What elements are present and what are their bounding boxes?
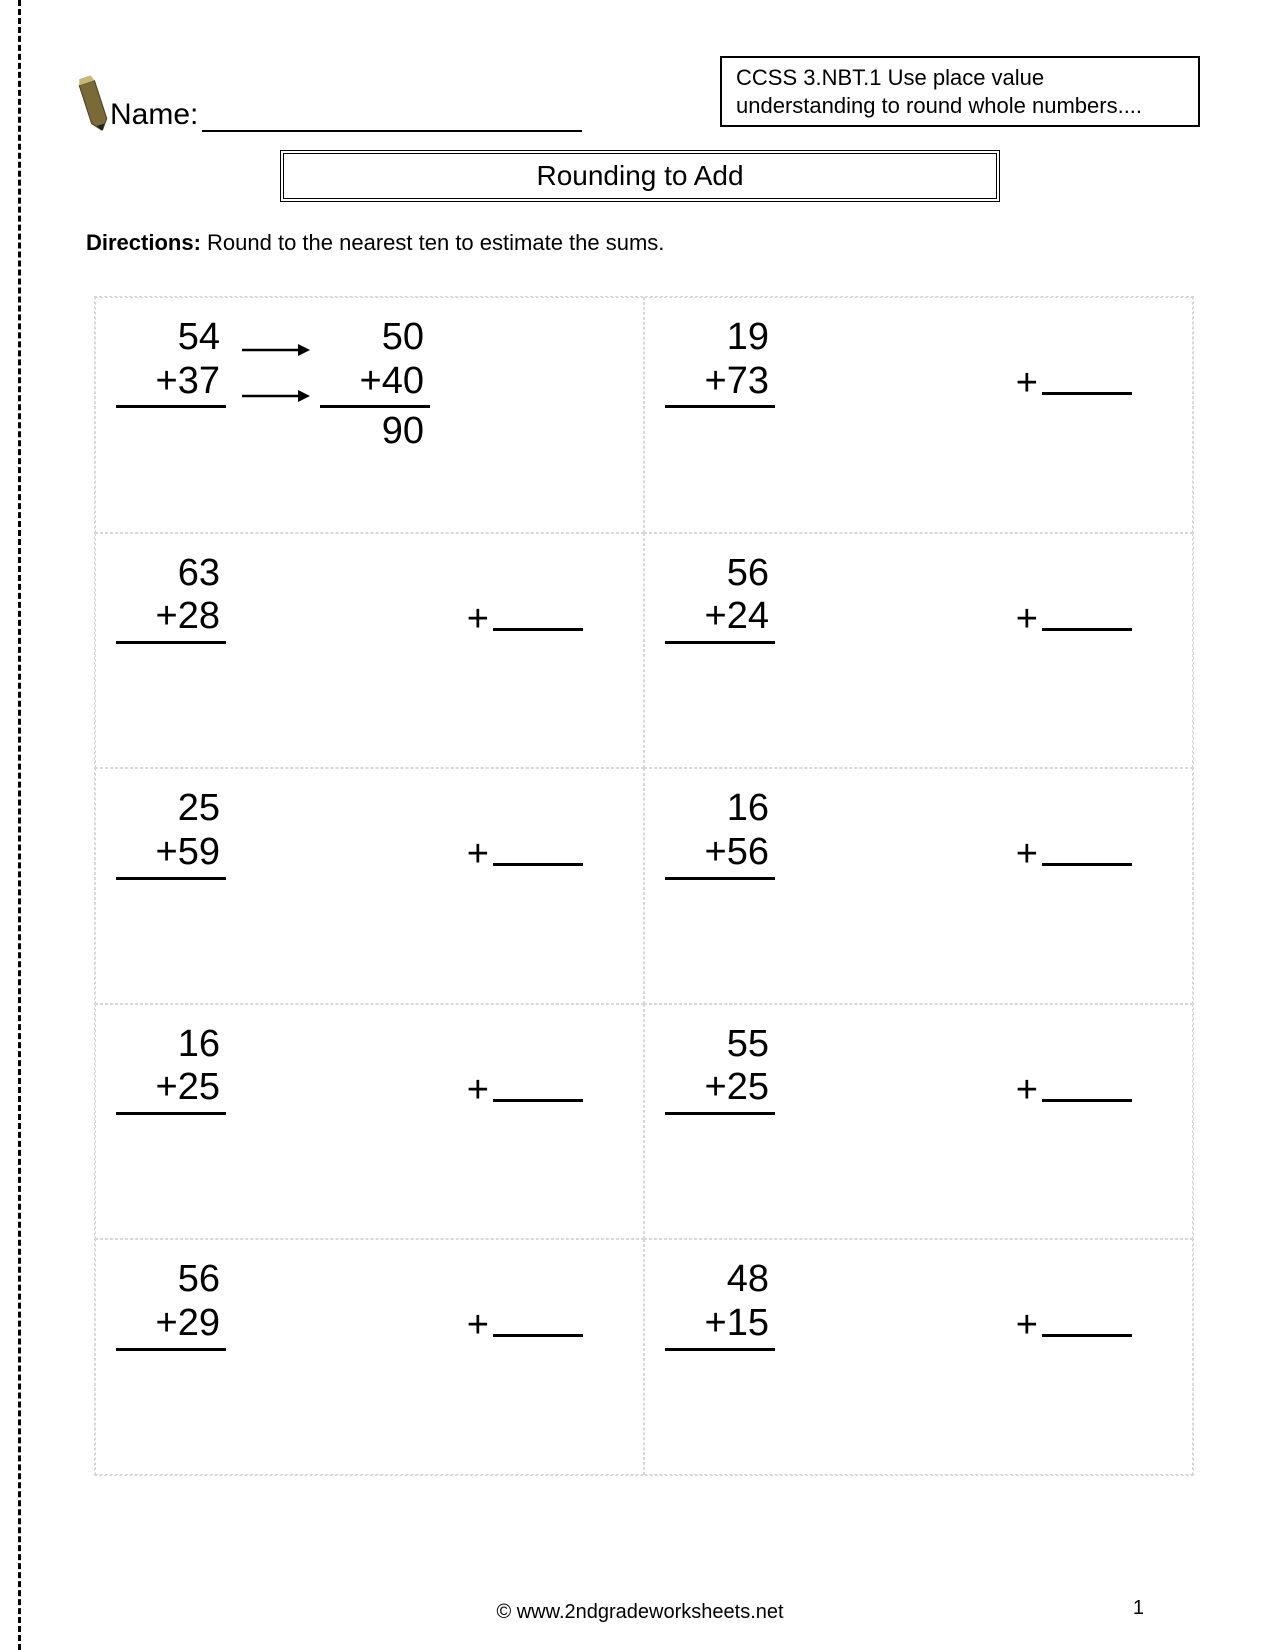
- rounded-bottom: +40: [320, 360, 430, 409]
- rounded-top: 50: [320, 316, 430, 360]
- addend-bottom: +24: [665, 595, 775, 644]
- problem-pair: 56+24 +: [665, 552, 1172, 644]
- problem-pair: 19+73 +: [665, 316, 1172, 408]
- addend-top: 19: [665, 316, 775, 360]
- blank-line[interactable]: [1042, 365, 1132, 395]
- problem-cell: 55+25 +: [644, 1004, 1193, 1240]
- addend-bottom: +25: [665, 1066, 775, 1115]
- answer-blank[interactable]: +: [1016, 1023, 1132, 1112]
- problem-cell: 25+59 +: [95, 768, 644, 1004]
- name-label: Name:: [110, 98, 198, 132]
- addition-problem: 55+25: [665, 1023, 775, 1115]
- blank-line[interactable]: [493, 601, 583, 631]
- problem-pair: 16+56 +: [665, 787, 1172, 879]
- addition-problem: 16+25: [116, 1023, 226, 1115]
- blank-line[interactable]: [1042, 601, 1132, 631]
- plus-sign: +: [467, 1304, 489, 1347]
- addition-problem: 16+56: [665, 787, 775, 879]
- rounded-problem: 50+4090: [320, 316, 430, 454]
- addend-bottom: +56: [665, 831, 775, 880]
- addition-problem: 56+24: [665, 552, 775, 644]
- addend-top: 54: [116, 316, 226, 360]
- addition-problem: 25+59: [116, 787, 226, 879]
- addend-bottom: +59: [116, 831, 226, 880]
- plus-sign: +: [1016, 1304, 1038, 1347]
- problem-pair: 55+25 +: [665, 1023, 1172, 1115]
- problem-pair: 48+15 +: [665, 1258, 1172, 1350]
- blank-line[interactable]: [1042, 836, 1132, 866]
- problem-grid: 54+3750+409019+73+63+28+56+24+25+59+16+5…: [94, 296, 1194, 1476]
- worksheet-page: Name: CCSS 3.NBT.1 Use place value under…: [40, 0, 1240, 1650]
- addition-problem: 48+15: [665, 1258, 775, 1350]
- blank-line[interactable]: [493, 1307, 583, 1337]
- answer-blank[interactable]: +: [1016, 1258, 1132, 1347]
- binding-edge: [18, 0, 21, 1650]
- addition-problem: 63+28: [116, 552, 226, 644]
- addend-bottom: +28: [116, 595, 226, 644]
- pencil-icon: [71, 69, 114, 134]
- addition-problem: 19+73: [665, 316, 775, 408]
- addend-top: 55: [665, 1023, 775, 1067]
- addend-top: 56: [665, 552, 775, 596]
- blank-line[interactable]: [493, 1072, 583, 1102]
- problem-pair: 16+25 +: [116, 1023, 623, 1115]
- problem-pair: 56+29 +: [116, 1258, 623, 1350]
- arrow-right-icon: [240, 340, 310, 360]
- blank-line[interactable]: [1042, 1072, 1132, 1102]
- addition-problem: 54+37: [116, 316, 226, 408]
- addend-top: 63: [116, 552, 226, 596]
- plus-sign: +: [1016, 362, 1038, 405]
- problem-cell: 63+28 +: [95, 533, 644, 769]
- answer-blank[interactable]: +: [1016, 787, 1132, 876]
- footer-copyright: © www.2ndgradeworksheets.net: [40, 1601, 1240, 1624]
- plus-sign: +: [467, 833, 489, 876]
- addend-top: 56: [116, 1258, 226, 1302]
- problem-cell: 56+29 +: [95, 1239, 644, 1475]
- plus-sign: +: [467, 598, 489, 641]
- answer-blank[interactable]: +: [467, 1023, 583, 1112]
- problem-cell: 54+37 50+4090: [95, 297, 644, 533]
- answer-blank[interactable]: +: [1016, 552, 1132, 641]
- plus-sign: +: [467, 1069, 489, 1112]
- blank-line[interactable]: [493, 836, 583, 866]
- addend-top: 48: [665, 1258, 775, 1302]
- answer-blank[interactable]: +: [1016, 316, 1132, 405]
- plus-sign: +: [1016, 1069, 1038, 1112]
- standard-box: CCSS 3.NBT.1 Use place value understandi…: [720, 56, 1200, 127]
- plus-sign: +: [1016, 598, 1038, 641]
- addend-bottom: +15: [665, 1302, 775, 1351]
- directions: Directions: Round to the nearest ten to …: [86, 230, 1200, 256]
- name-blank-line[interactable]: [202, 104, 582, 132]
- problem-cell: 16+25 +: [95, 1004, 644, 1240]
- problem-pair: 25+59 +: [116, 787, 623, 879]
- addend-top: 25: [116, 787, 226, 831]
- worksheet-title: Rounding to Add: [280, 150, 1000, 202]
- addend-top: 16: [116, 1023, 226, 1067]
- problem-pair: 63+28 +: [116, 552, 623, 644]
- problem-cell: 56+24 +: [644, 533, 1193, 769]
- addend-bottom: +25: [116, 1066, 226, 1115]
- answer-blank[interactable]: +: [467, 1258, 583, 1347]
- answer-blank[interactable]: +: [467, 552, 583, 641]
- addend-bottom: +29: [116, 1302, 226, 1351]
- header-row: Name: CCSS 3.NBT.1 Use place value under…: [80, 30, 1200, 132]
- problem-cell: 48+15 +: [644, 1239, 1193, 1475]
- name-field: Name:: [80, 72, 582, 132]
- directions-label: Directions:: [86, 230, 201, 255]
- page-number: 1: [1133, 1597, 1144, 1620]
- arrow-right-icon: [240, 386, 310, 406]
- rounded-sum: 90: [320, 408, 430, 454]
- addend-bottom: +73: [665, 360, 775, 409]
- addition-problem: 56+29: [116, 1258, 226, 1350]
- arrow-column: [226, 316, 320, 422]
- addend-bottom: +37: [116, 360, 226, 409]
- addend-top: 16: [665, 787, 775, 831]
- answer-blank[interactable]: +: [467, 787, 583, 876]
- problem-pair: 54+37 50+4090: [116, 316, 623, 454]
- plus-sign: +: [1016, 833, 1038, 876]
- problem-cell: 19+73 +: [644, 297, 1193, 533]
- blank-line[interactable]: [1042, 1307, 1132, 1337]
- problem-cell: 16+56 +: [644, 768, 1193, 1004]
- directions-text: Round to the nearest ten to estimate the…: [201, 230, 664, 255]
